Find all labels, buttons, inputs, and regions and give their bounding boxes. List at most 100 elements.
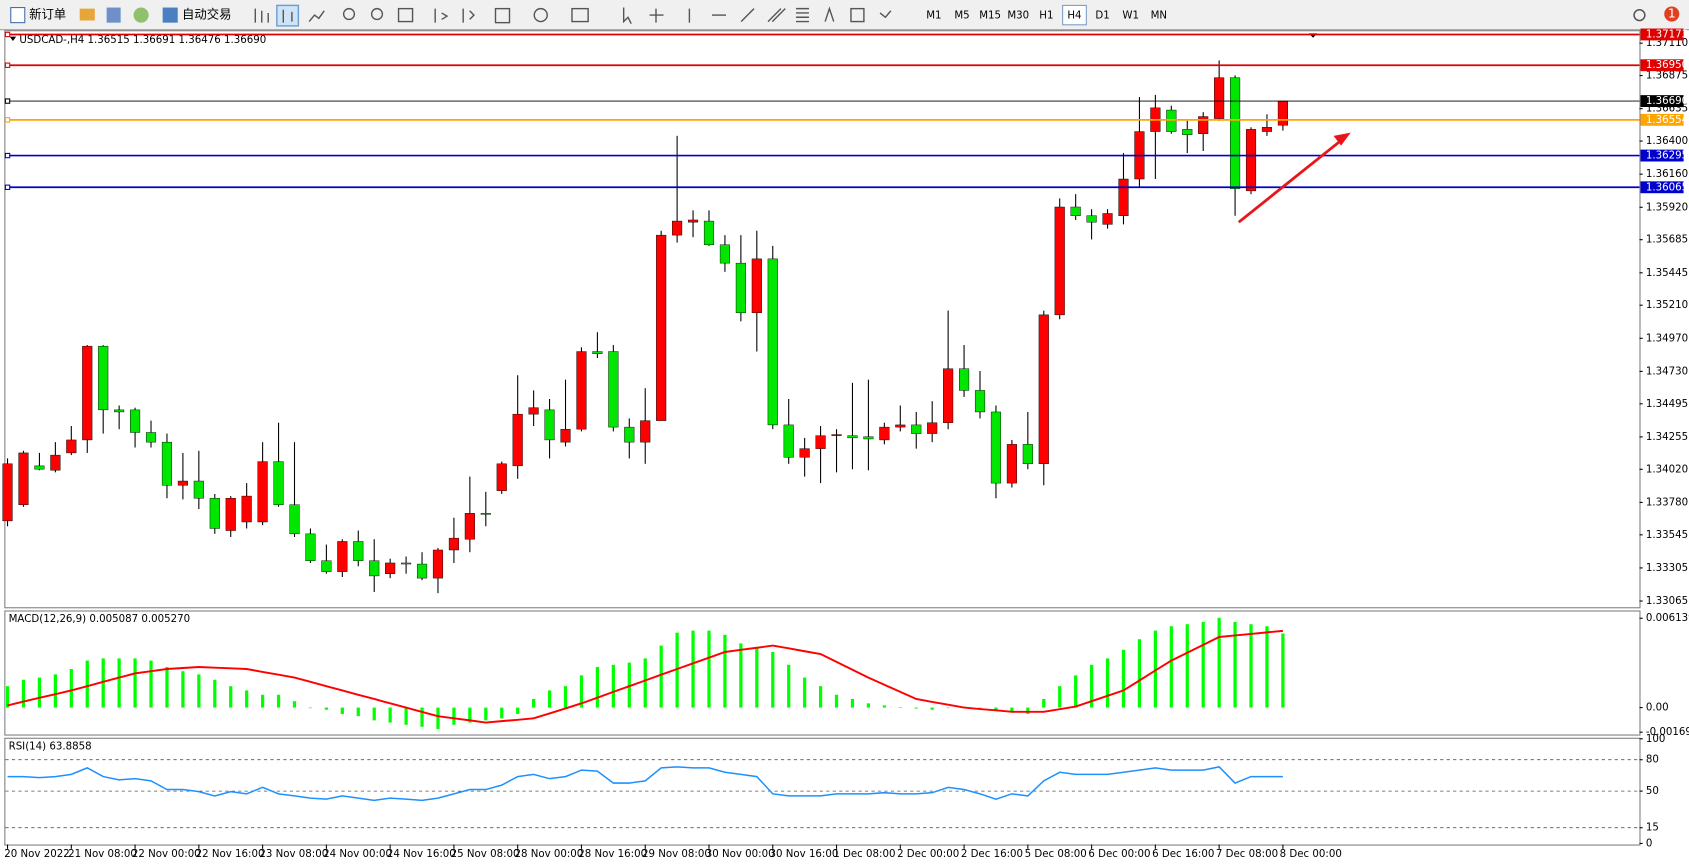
- macd-bar: [308, 707, 313, 709]
- candle-body: [1214, 77, 1225, 119]
- x-tick-label: 28 Nov 00:00: [514, 849, 583, 860]
- y-tick-label: 1.36875: [1646, 71, 1688, 82]
- candle-body: [1054, 206, 1065, 316]
- templates-icon[interactable]: [571, 7, 589, 23]
- x-tick-label: 29 Nov 08:00: [642, 849, 711, 860]
- autoscroll-icon[interactable]: [434, 8, 449, 23]
- candle-body: [337, 541, 348, 572]
- macd-bar: [213, 679, 217, 708]
- candle-body: [50, 454, 61, 471]
- timeframe-button[interactable]: M15: [979, 11, 1001, 22]
- fibo-icon[interactable]: [796, 7, 809, 23]
- x-tick-label: 30 Nov 00:00: [706, 849, 775, 860]
- alerts-badge[interactable]: [1664, 6, 1680, 22]
- macd-bar: [946, 707, 950, 709]
- price-label-box: [1640, 149, 1684, 162]
- timeframe-button[interactable]: M5: [954, 11, 969, 22]
- x-tick-label: 25 Nov 08:00: [451, 849, 520, 860]
- macd-bar: [1185, 624, 1189, 708]
- candle-body: [592, 351, 603, 354]
- channel-icon[interactable]: [767, 8, 786, 23]
- new-order-button[interactable]: 新订单: [29, 7, 66, 22]
- timeframe-button[interactable]: MN: [1151, 11, 1167, 22]
- shift-icon[interactable]: [462, 8, 475, 23]
- x-tick-label: 24 Nov 16:00: [387, 849, 456, 860]
- candle-body: [2, 463, 13, 522]
- navigator-icon[interactable]: [133, 7, 149, 23]
- timeframe-button[interactable]: M1: [926, 11, 941, 22]
- periods-icon[interactable]: [533, 7, 548, 23]
- line-chart-icon[interactable]: [308, 10, 325, 23]
- x-tick-label: 22 Nov 16:00: [196, 849, 265, 860]
- macd-bar: [723, 634, 727, 708]
- timeframe-button[interactable]: W1: [1122, 11, 1139, 22]
- macd-bar: [260, 694, 265, 708]
- new-order-icon[interactable]: [10, 7, 26, 24]
- candle-body: [289, 504, 300, 535]
- candle-body: [225, 498, 236, 531]
- candle-body: [18, 452, 29, 505]
- macd-bar: [1137, 639, 1142, 708]
- macd-bar: [755, 647, 759, 708]
- header-toggle[interactable]: [9, 36, 17, 41]
- timeframe-button[interactable]: D1: [1095, 11, 1109, 22]
- candle-body: [1086, 215, 1097, 223]
- y-tick-label: 1.34495: [1646, 399, 1688, 410]
- macd-bar: [803, 677, 807, 708]
- arrow-shaft: [1237, 140, 1341, 224]
- search-icon[interactable]: [1633, 8, 1646, 22]
- trendline-icon[interactable]: [740, 8, 755, 23]
- toolbar-icons: [254, 4, 892, 27]
- y-tick-label: 1.37110: [1646, 38, 1688, 49]
- timeframe-button[interactable]: H1: [1039, 11, 1053, 22]
- price-label-box: [1640, 113, 1684, 126]
- text-icon[interactable]: [824, 6, 835, 22]
- auto-trading-button[interactable]: 自动交易: [182, 7, 231, 22]
- candle-icon[interactable]: [276, 4, 300, 27]
- y-tick-label: 1.33545: [1646, 530, 1688, 541]
- label-icon[interactable]: [850, 7, 865, 23]
- data-window-icon[interactable]: [106, 7, 121, 23]
- x-tick-label: 22 Nov 00:00: [132, 849, 201, 860]
- y-tick-label: 1.33305: [1646, 563, 1688, 574]
- macd-bar: [85, 660, 89, 708]
- macd-bar: [37, 677, 42, 708]
- macd-bar: [1281, 633, 1285, 708]
- y-tick-label: 0: [1646, 838, 1653, 849]
- indicators-icon[interactable]: [494, 7, 511, 24]
- y-tick-label: 100: [1646, 734, 1666, 745]
- macd-bar: [340, 707, 344, 714]
- macd-bar: [245, 690, 249, 708]
- crosshair-icon[interactable]: [649, 8, 664, 23]
- price-label-box: [1640, 59, 1684, 72]
- macd-bar: [420, 707, 424, 727]
- candle-body: [98, 345, 109, 411]
- candle-body: [1038, 314, 1049, 465]
- y-tick-label: 0.006139: [1646, 613, 1689, 624]
- candle-body: [1230, 77, 1241, 189]
- auto-trading-icon[interactable]: [162, 7, 178, 23]
- cursor-icon[interactable]: [622, 7, 632, 25]
- candle-icon-glyph: [282, 9, 293, 23]
- zoom-out-icon[interactable]: [370, 7, 384, 21]
- candle-body: [1245, 129, 1257, 192]
- bar-chart-icon[interactable]: [254, 8, 269, 23]
- price-label: 1.37173: [1646, 29, 1688, 40]
- candle-body: [496, 463, 507, 491]
- candle-body: [528, 407, 539, 415]
- candle-body: [895, 424, 906, 428]
- x-tick-label: 7 Dec 08:00: [1216, 849, 1278, 860]
- tile-icon[interactable]: [397, 7, 414, 23]
- macd-bar: [978, 707, 982, 709]
- timeframe-button[interactable]: M30: [1007, 11, 1029, 22]
- arrows-icon[interactable]: [879, 10, 892, 19]
- y-tick-label: 50: [1646, 786, 1659, 797]
- zoom-in-icon[interactable]: [342, 7, 356, 21]
- macd-bar: [404, 707, 408, 725]
- timeframe-button[interactable]: H4: [1067, 11, 1081, 22]
- candle-body: [1006, 444, 1017, 484]
- y-tick-label: 1.34970: [1646, 333, 1688, 344]
- candle-body: [432, 549, 444, 579]
- market-watch-icon[interactable]: [79, 8, 95, 21]
- candle-body: [751, 258, 762, 313]
